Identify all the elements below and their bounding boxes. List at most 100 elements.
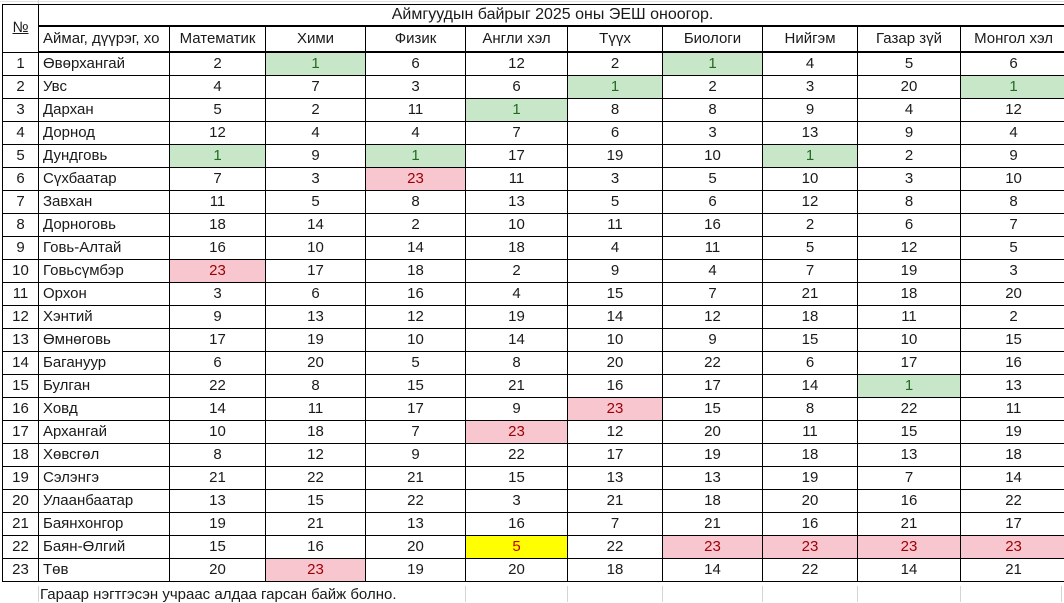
row-index-cell: 4 [3,122,39,145]
aimag-name-cell: Сүхбаатар [39,168,170,191]
rank-cell: 23 [961,536,1064,559]
rank-cell: 9 [170,306,266,329]
aimag-name-cell: Архангай [39,421,170,444]
aimag-name-cell: Говьсүмбэр [39,260,170,283]
spreadsheet-area: № Аймгуудын байрыг 2025 оны ЭЕШ оноогор.… [2,4,1064,582]
rank-cell: 14 [568,306,663,329]
rank-cell: 18 [961,444,1064,467]
footer-note: Гараар нэгтгэсэн учраас алдаа гарсан бай… [40,587,396,602]
rank-cell: 17 [466,145,568,168]
rank-cell: 2 [961,306,1064,329]
aimag-name-cell: Завхан [39,191,170,214]
rank-cell: 7 [170,168,266,191]
rank-cell: 12 [366,306,466,329]
rank-cell: 20 [858,76,961,99]
rank-cell: 16 [858,490,961,513]
rank-cell: 11 [763,421,858,444]
rank-cell: 17 [366,398,466,421]
rank-cell: 16 [763,513,858,536]
rank-cell: 18 [568,559,663,582]
rank-cell: 12 [568,421,663,444]
rank-cell: 1 [858,375,961,398]
rank-cell: 2 [858,145,961,168]
rank-cell: 23 [366,168,466,191]
row-index-cell: 13 [3,329,39,352]
rank-cell: 6 [266,283,366,306]
rank-cell: 21 [568,490,663,513]
rank-cell: 2 [663,76,763,99]
rank-cell: 12 [858,237,961,260]
footer-gridline [1061,586,1062,602]
rank-cell: 16 [961,352,1064,375]
rank-cell: 15 [466,467,568,490]
row-index-cell: 8 [3,214,39,237]
rank-cell: 7 [466,122,568,145]
rank-cell: 21 [266,513,366,536]
aimag-name-cell: Хөвсгөл [39,444,170,467]
rank-cell: 17 [858,352,961,375]
rank-cell: 18 [663,490,763,513]
rank-cell: 1 [170,145,266,168]
rank-cell: 7 [568,513,663,536]
rank-cell: 11 [961,398,1064,421]
rank-cell: 4 [858,99,961,122]
rank-cell: 21 [858,513,961,536]
row-index-cell: 22 [3,536,39,559]
rank-cell: 20 [170,559,266,582]
rank-cell: 5 [366,352,466,375]
rank-cell: 11 [568,214,663,237]
rank-cell: 2 [763,214,858,237]
rank-cell: 9 [568,260,663,283]
rank-cell: 10 [858,329,961,352]
rank-cell: 8 [663,99,763,122]
rank-cell: 19 [466,306,568,329]
rank-cell: 16 [170,237,266,260]
rank-cell: 3 [266,168,366,191]
rank-cell: 10 [366,329,466,352]
rank-cell: 6 [763,352,858,375]
rank-cell: 10 [466,214,568,237]
rank-cell: 4 [266,122,366,145]
aimag-name-cell: Орхон [39,283,170,306]
rank-cell: 23 [568,398,663,421]
rank-cell: 15 [568,283,663,306]
rank-cell: 1 [663,52,763,76]
rank-cell: 7 [266,76,366,99]
rank-cell: 6 [170,352,266,375]
rank-cell: 11 [466,168,568,191]
rank-cell: 13 [568,467,663,490]
rank-cell: 14 [858,559,961,582]
aimag-name-cell: Баян-Өлгий [39,536,170,559]
rank-cell: 1 [266,52,366,76]
aimag-name-cell: Багануур [39,352,170,375]
rank-cell: 21 [763,283,858,306]
row-index-cell: 6 [3,168,39,191]
rank-cell: 11 [170,191,266,214]
rank-cell: 19 [568,145,663,168]
rank-cell: 18 [858,283,961,306]
rank-cell: 1 [366,145,466,168]
rank-cell: 22 [763,559,858,582]
rank-cell: 15 [858,421,961,444]
rank-cell: 17 [961,513,1064,536]
rank-cell: 20 [568,352,663,375]
rank-cell: 4 [170,76,266,99]
rank-cell: 13 [366,513,466,536]
rank-cell: 9 [663,329,763,352]
aimag-name-cell: Өвөрхангай [39,52,170,76]
rank-cell: 22 [961,490,1064,513]
col-header-subject: Монгол хэл [961,26,1064,52]
col-header-subject: Биологи [663,26,763,52]
rank-cell: 8 [763,398,858,421]
rank-cell: 15 [961,329,1064,352]
rank-cell: 12 [266,444,366,467]
rank-cell: 14 [466,329,568,352]
rank-cell: 13 [170,490,266,513]
